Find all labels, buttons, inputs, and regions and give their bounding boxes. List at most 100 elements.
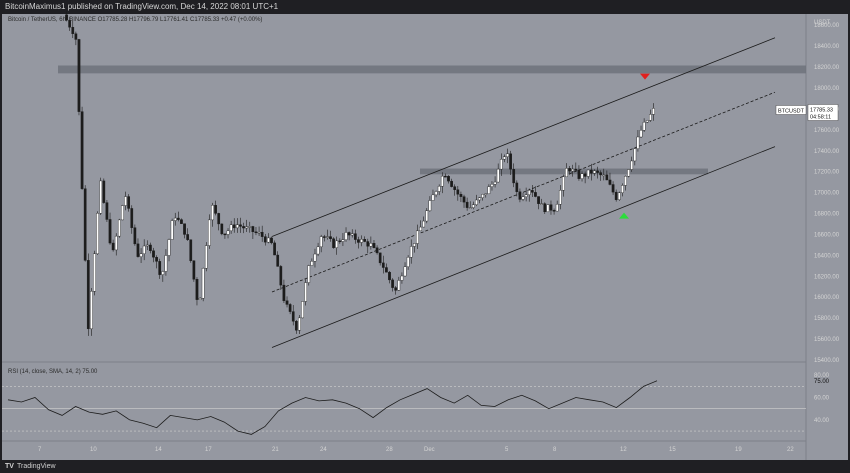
candle-body bbox=[220, 223, 224, 235]
candle-body bbox=[270, 237, 273, 244]
candle-body bbox=[589, 169, 593, 174]
candle-body bbox=[288, 304, 292, 312]
candle-body bbox=[229, 224, 233, 232]
publish-header: BitcoinMaximus1 published on TradingView… bbox=[0, 0, 850, 14]
chart-area[interactable] bbox=[2, 14, 848, 460]
symbol-legend: Bitcoin / TetherUS, 6h, BINANCE O17785.2… bbox=[8, 17, 262, 23]
candle-body bbox=[543, 203, 547, 213]
candle-body bbox=[608, 179, 612, 185]
time-tick-label: 14 bbox=[155, 447, 162, 453]
channel-mid-line bbox=[271, 91, 776, 293]
candle-body bbox=[636, 136, 640, 149]
candle-body bbox=[617, 192, 621, 200]
candle-body bbox=[403, 266, 407, 277]
time-tick-label: 15 bbox=[669, 447, 676, 453]
candle-body bbox=[431, 194, 435, 201]
candle-body bbox=[611, 184, 615, 193]
candle-body bbox=[369, 243, 373, 247]
candle-body bbox=[565, 168, 568, 178]
time-tick-label: 5 bbox=[505, 447, 509, 453]
tradingview-brand[interactable]: TradingView bbox=[17, 463, 56, 470]
candle-body bbox=[437, 186, 441, 192]
candle-body bbox=[65, 14, 68, 21]
candle-body bbox=[586, 169, 590, 177]
candle-body bbox=[478, 197, 481, 201]
countdown-text: 04:58:11 bbox=[810, 114, 831, 120]
candle-body bbox=[294, 321, 298, 331]
candle-body bbox=[537, 196, 540, 204]
candle-body bbox=[425, 210, 429, 222]
candle-body bbox=[329, 236, 332, 239]
candle-body bbox=[481, 194, 485, 198]
price-tick-label: 18200.00 bbox=[814, 65, 840, 71]
horizontal-band-0 bbox=[58, 65, 806, 74]
candle-body bbox=[428, 200, 432, 211]
candle-body bbox=[248, 226, 252, 228]
candle-body bbox=[335, 240, 339, 248]
candle-body bbox=[124, 196, 127, 206]
candle-body bbox=[558, 190, 562, 205]
symbol-title: Bitcoin / TetherUS, 6h, BINANCE bbox=[8, 17, 96, 23]
candle-body bbox=[208, 219, 211, 246]
time-tick-label: 7 bbox=[38, 447, 42, 453]
candle-body bbox=[648, 114, 652, 121]
price-tick-label: 17400.00 bbox=[814, 149, 840, 155]
candle-body bbox=[251, 226, 255, 233]
candle-body bbox=[503, 156, 506, 160]
time-tick-label: 28 bbox=[386, 447, 393, 453]
candle-body bbox=[499, 159, 503, 170]
candle-body bbox=[546, 204, 550, 213]
rsi-tick-label: 60.00 bbox=[814, 396, 830, 402]
candle-body bbox=[310, 261, 314, 266]
candle-body bbox=[130, 208, 134, 228]
candle-body bbox=[313, 253, 317, 262]
candle-body bbox=[232, 224, 236, 229]
candle-body bbox=[114, 235, 118, 251]
candle-body bbox=[593, 170, 596, 174]
candle-body bbox=[521, 196, 525, 200]
last-price-text: 17785.33 bbox=[810, 107, 833, 113]
tradingview-logo-icon[interactable]: TV bbox=[5, 463, 14, 470]
price-tick-label: 17600.00 bbox=[814, 128, 840, 134]
candle-body bbox=[276, 254, 280, 267]
candle-body bbox=[490, 184, 494, 187]
candle-body bbox=[385, 267, 388, 273]
candle-body bbox=[462, 196, 466, 203]
candle-body bbox=[204, 245, 208, 269]
candle-body bbox=[549, 204, 553, 211]
candle-body bbox=[639, 130, 643, 138]
candle-body bbox=[201, 268, 205, 299]
candle-body bbox=[152, 250, 155, 258]
candle-body bbox=[475, 199, 478, 205]
candle-body bbox=[394, 287, 398, 291]
candle-body bbox=[86, 260, 90, 330]
candle-body bbox=[471, 204, 475, 208]
price-tick-label: 16600.00 bbox=[814, 232, 840, 238]
rsi-line bbox=[7, 380, 658, 435]
time-tick-label: 10 bbox=[90, 447, 97, 453]
candle-body bbox=[142, 245, 146, 254]
candle-body bbox=[139, 253, 143, 257]
candle-body bbox=[164, 255, 168, 272]
candle-body bbox=[189, 239, 193, 261]
candle-body bbox=[453, 186, 457, 190]
candle-body bbox=[195, 279, 199, 300]
candle-body bbox=[71, 27, 75, 34]
price-tick-label: 17200.00 bbox=[814, 170, 840, 176]
candle-body bbox=[596, 170, 599, 173]
candle-body bbox=[450, 180, 453, 187]
candle-body bbox=[96, 213, 99, 255]
candle-body bbox=[176, 217, 180, 220]
candle-body bbox=[412, 243, 416, 247]
candle-body bbox=[298, 317, 301, 331]
rsi-title: RSI (14, close, SMA, 14, 2) bbox=[8, 369, 81, 375]
candle-body bbox=[509, 153, 512, 170]
support-marker-icon bbox=[619, 212, 629, 219]
candle-body bbox=[406, 257, 410, 267]
time-tick-label: 17 bbox=[205, 447, 212, 453]
candle-body bbox=[235, 224, 239, 229]
candle-body bbox=[291, 311, 295, 322]
candle-body bbox=[372, 243, 376, 248]
candle-body bbox=[624, 176, 627, 186]
